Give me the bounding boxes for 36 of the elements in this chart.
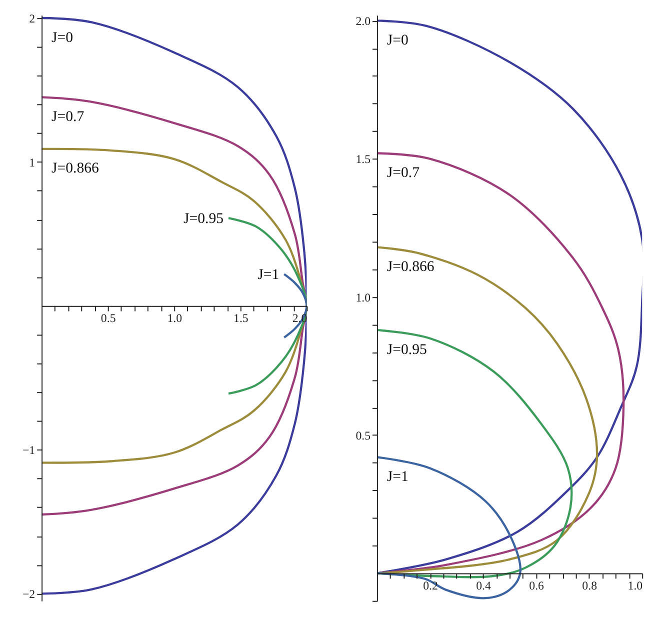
series-label: J=0 <box>386 32 408 48</box>
line-series <box>227 216 307 395</box>
series-label: J=0.7 <box>386 165 420 182</box>
y-tick-label: 1.5 <box>356 152 371 166</box>
line-series <box>376 20 642 574</box>
x-tick-label: 1.0 <box>167 311 182 326</box>
y-tick-label: 1 <box>29 155 36 170</box>
line-series <box>376 456 522 600</box>
series-label: J=0.866 <box>386 258 434 275</box>
series-label: J=0 <box>51 30 74 46</box>
x-tick-label: 0.4 <box>476 578 491 593</box>
line-series <box>42 148 307 464</box>
x-tick-label: 0.6 <box>529 578 544 593</box>
series-label: J=0.95 <box>386 342 427 358</box>
series-label: J=0.7 <box>51 108 84 125</box>
y-tick-label: 0.5 <box>356 428 371 443</box>
line-series <box>376 329 573 578</box>
x-tick-label: 0.5 <box>100 311 116 326</box>
line-series <box>42 96 307 516</box>
x-tick-label: 1.0 <box>628 578 643 593</box>
y-tick-label: −1 <box>22 443 36 458</box>
x-tick-label: 1.5 <box>234 311 248 326</box>
x-tick-label: 0.2 <box>423 578 438 593</box>
line-series <box>42 16 307 595</box>
y-tick-label: 1.0 <box>356 290 371 304</box>
series-label: J=1 <box>386 468 408 485</box>
line-series <box>283 273 307 339</box>
y-tick-label: −2 <box>22 587 36 602</box>
series-label: J=0.95 <box>183 210 224 227</box>
y-tick-label: 2.0 <box>356 14 371 28</box>
x-tick-label: 0.8 <box>582 578 598 593</box>
y-tick-label: 2 <box>29 11 36 26</box>
series-label: J=1 <box>258 267 280 284</box>
line-series <box>376 246 598 574</box>
line-series <box>376 152 625 574</box>
series-label: J=0.866 <box>51 160 99 177</box>
